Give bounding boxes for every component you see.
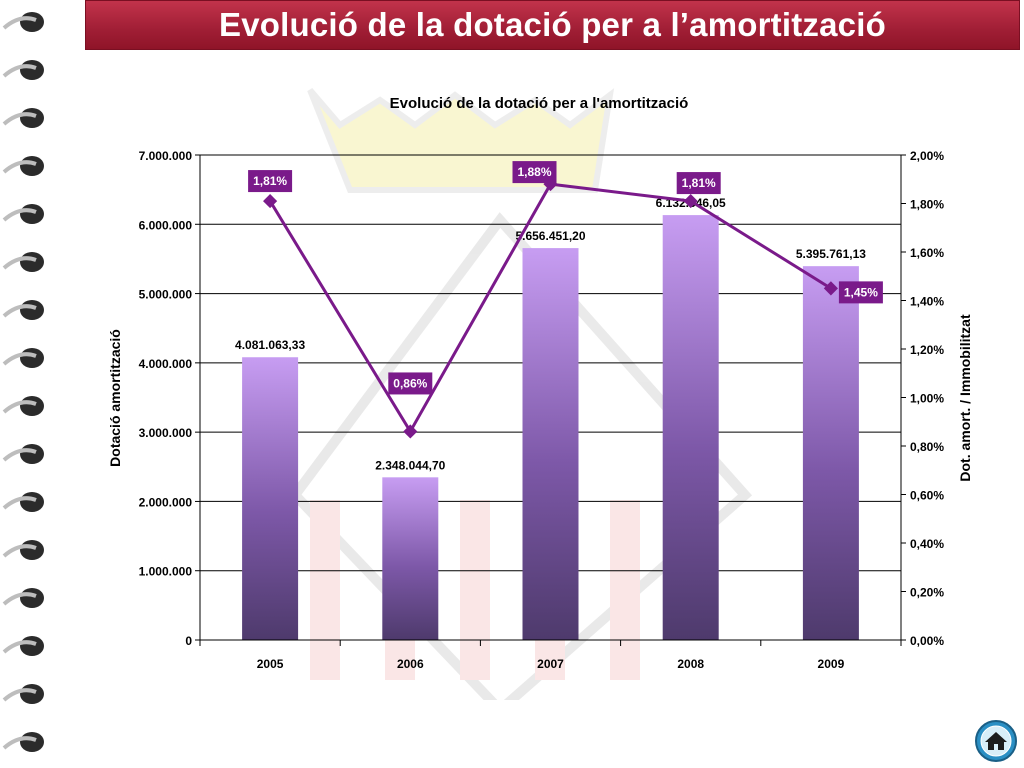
binding-wire (2, 688, 37, 702)
y2-tick-label: 0,20% (910, 586, 944, 600)
binding-wire (2, 448, 37, 462)
y2-tick-label: 1,20% (910, 343, 944, 357)
ratio-label: 1,88% (517, 165, 551, 179)
y2-tick-label: 1,40% (910, 295, 944, 309)
y2-tick-label: 1,80% (910, 198, 944, 212)
binding-ring (20, 684, 44, 704)
binding-ring (20, 492, 44, 512)
y-tick-label: 6.000.000 (139, 218, 193, 232)
binding-wire (2, 256, 37, 270)
binding-ring (20, 12, 44, 32)
y2-tick-label: 0,60% (910, 489, 944, 503)
bar-value-label: 5.395.761,13 (796, 247, 866, 261)
ratio-point (823, 281, 838, 296)
y2-tick-label: 0,80% (910, 440, 944, 454)
y-tick-label: 3.000.000 (139, 426, 193, 440)
y2-tick-label: 1,00% (910, 392, 944, 406)
ratio-label-box (512, 161, 557, 184)
chart: Evolució de la dotació per a l'amortitza… (107, 88, 973, 700)
x-tick-label: 2005 (257, 657, 284, 671)
ratio-point (683, 194, 698, 209)
ratio-label: 0,86% (393, 376, 427, 390)
x-tick-label: 2007 (537, 657, 564, 671)
y2-tick-label: 0,00% (910, 634, 944, 648)
binding-ring (20, 588, 44, 608)
binding-ring (20, 732, 44, 752)
y-axis-title: Dotació amortització (107, 329, 123, 467)
y2-axis-title: Dot. amort. / Immobilitzat (957, 314, 973, 482)
binding-wire (2, 208, 37, 222)
binding-wire (2, 304, 37, 318)
x-tick-label: 2009 (818, 657, 845, 671)
y-tick-label: 0 (185, 634, 192, 648)
ratio-label-box (248, 170, 293, 193)
y2-tick-label: 2,00% (910, 149, 944, 163)
binding-wire (2, 112, 37, 126)
bar-value-label: 4.081.063,33 (235, 338, 305, 352)
ratio-label: 1,81% (253, 174, 287, 188)
binding-wire (2, 160, 37, 174)
ratio-label-box (676, 172, 721, 195)
ratio-point (403, 424, 418, 439)
binding-wire (2, 496, 37, 510)
ratio-point (263, 194, 278, 209)
binding-ring (20, 636, 44, 656)
binding-ring (20, 156, 44, 176)
home-icon (985, 732, 1007, 750)
title-bar: Evolució de la dotació per a l’amortitza… (85, 0, 1020, 50)
bar (242, 357, 299, 640)
y-tick-label: 1.000.000 (139, 565, 193, 579)
y2-tick-label: 0,40% (910, 537, 944, 551)
bar-value-label: 2.348.044,70 (375, 458, 445, 472)
binding-ring (20, 540, 44, 560)
x-tick-label: 2006 (397, 657, 424, 671)
binding-wire (2, 544, 37, 558)
y-tick-label: 5.000.000 (139, 288, 193, 302)
bar (382, 477, 439, 640)
bar (662, 215, 719, 640)
bar (802, 266, 859, 640)
notebook-binding (2, 12, 44, 752)
y-tick-label: 4.000.000 (139, 357, 193, 371)
y-tick-label: 2.000.000 (139, 495, 193, 509)
binding-ring (20, 108, 44, 128)
ratio-label-box (388, 372, 433, 395)
binding-ring (20, 60, 44, 80)
x-tick-label: 2008 (677, 657, 704, 671)
binding-wire (2, 640, 37, 654)
binding-ring (20, 300, 44, 320)
binding-wire (2, 736, 37, 750)
binding-ring (20, 348, 44, 368)
page-title: Evolució de la dotació per a l’amortitza… (219, 6, 886, 43)
binding-wire (2, 400, 37, 414)
bar (522, 248, 579, 640)
ratio-label-box (838, 281, 883, 304)
binding-wire (2, 16, 37, 30)
chart-title: Evolució de la dotació per a l'amortitza… (390, 95, 689, 112)
binding-ring (20, 252, 44, 272)
ratio-label: 1,45% (844, 285, 878, 299)
binding-wire (2, 352, 37, 366)
y-tick-label: 7.000.000 (139, 149, 193, 163)
binding-wire (2, 64, 37, 78)
binding-ring (20, 204, 44, 224)
binding-wire (2, 592, 37, 606)
ratio-label: 1,81% (682, 176, 716, 190)
binding-ring (20, 444, 44, 464)
binding-ring (20, 396, 44, 416)
y2-tick-label: 1,60% (910, 246, 944, 260)
bar-value-label: 5.656.451,20 (515, 229, 585, 243)
home-button[interactable] (974, 719, 1018, 763)
